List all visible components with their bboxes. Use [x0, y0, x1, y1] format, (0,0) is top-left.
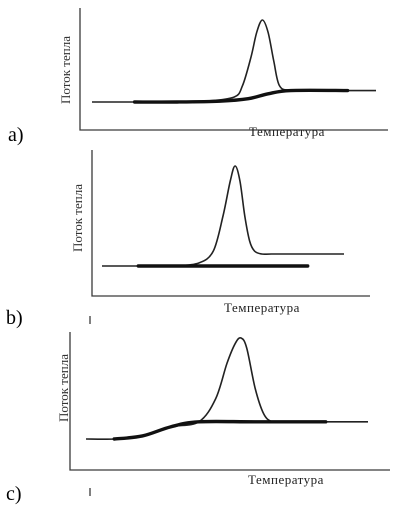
chart-panel-1: Поток тепла Температура a) — [8, 8, 388, 146]
heat-flow-curve — [85, 337, 369, 441]
axes — [91, 150, 370, 297]
baseline-curve — [132, 88, 350, 104]
y-axis-label: Поток тепла — [56, 354, 71, 422]
y-axis-label: Поток тепла — [70, 184, 85, 252]
x-axis-label: Температура — [224, 300, 300, 315]
panel-label: c) — [6, 483, 22, 505]
axes — [79, 8, 388, 131]
x-axis-label: Температура — [249, 124, 325, 139]
heat-flow-curve — [102, 165, 344, 268]
chart-panel-2: Поток тепла Температура b) — [6, 150, 370, 329]
axes — [69, 332, 390, 471]
y-axis-label: Поток тепла — [58, 36, 73, 104]
x-axis-label: Температура — [248, 472, 324, 487]
chart-panel-3: Поток тепла Температура c) — [6, 332, 390, 505]
panel-label: b) — [6, 307, 23, 329]
baseline-curve — [112, 419, 328, 441]
panel-label: a) — [8, 124, 24, 146]
